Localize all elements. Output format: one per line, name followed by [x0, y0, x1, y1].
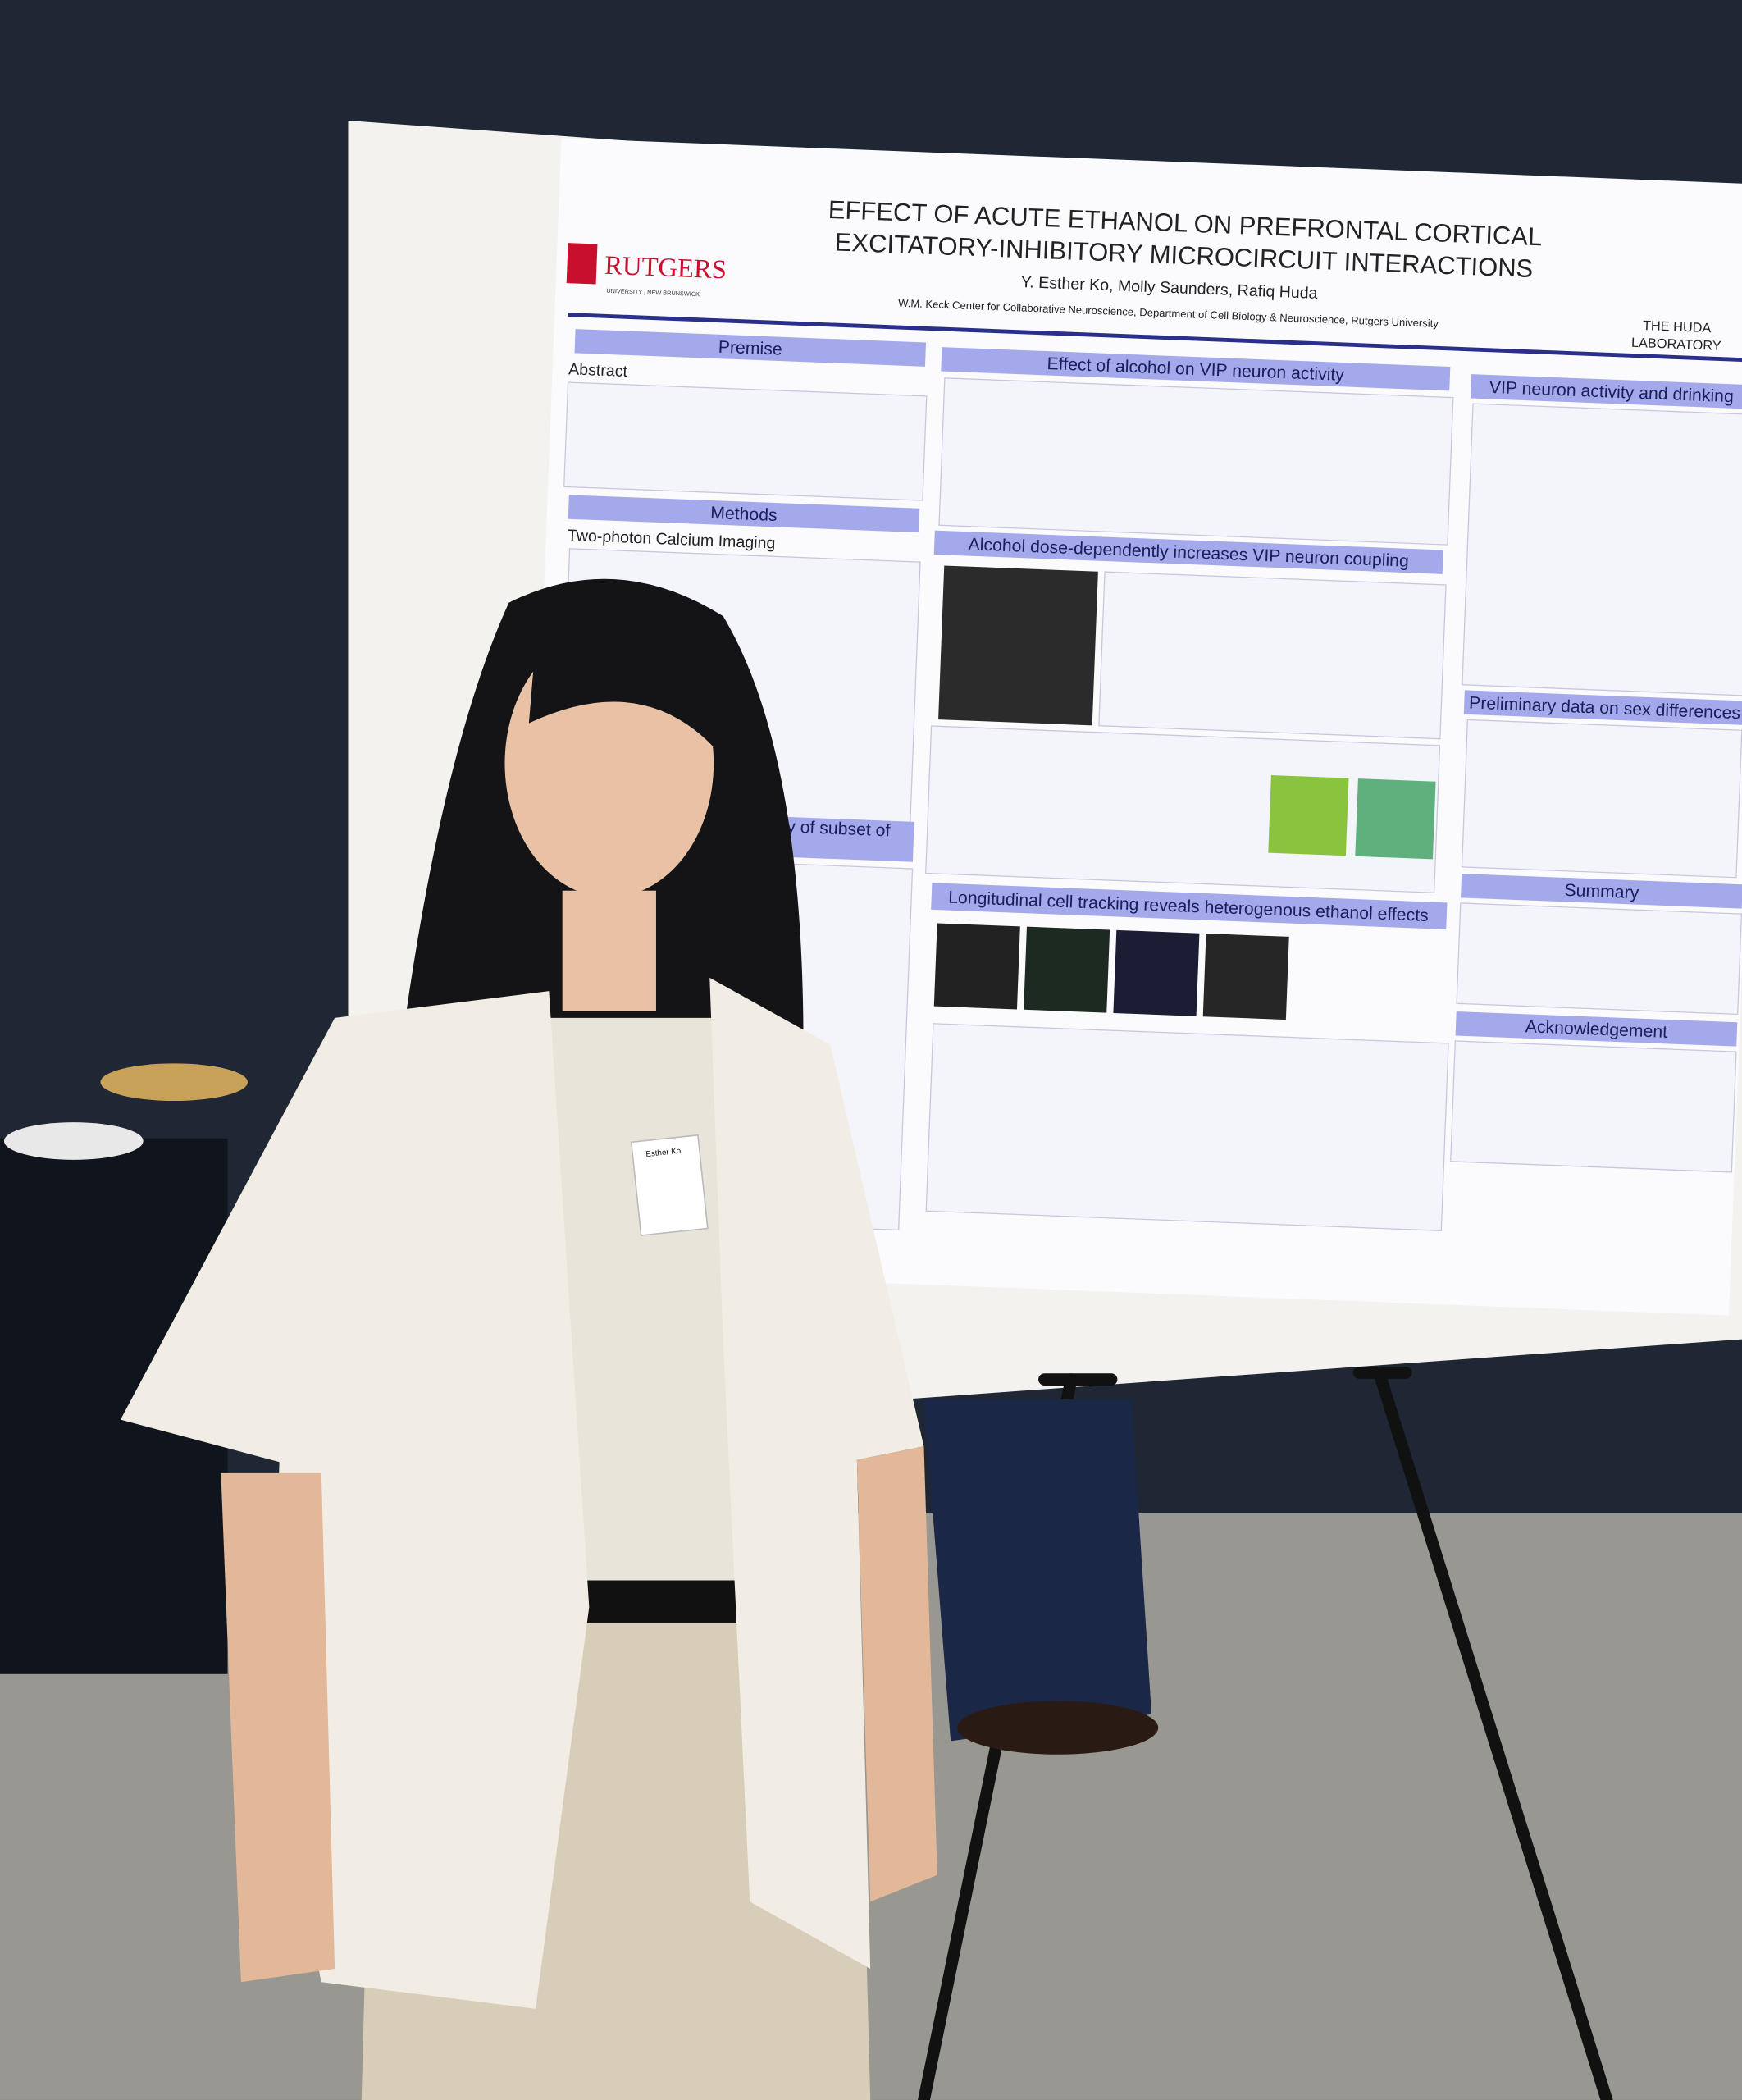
neck: [562, 890, 656, 1011]
drinking-figure: [1462, 403, 1742, 696]
lab: LABORATORY: [1631, 336, 1721, 354]
shoe: [957, 1701, 1159, 1755]
name-tag: [630, 1134, 709, 1236]
heatmap: [1355, 778, 1436, 860]
header: Summary: [1564, 881, 1639, 902]
logo-sub: UNIVERSITY | NEW BRUNSWICK: [606, 287, 700, 298]
header-bar: [1461, 874, 1742, 909]
lab: THE HUDA: [1643, 318, 1712, 336]
subheader: Abstract: [568, 360, 628, 381]
acknowledgement-text: [1450, 1040, 1737, 1173]
header-bar: [941, 347, 1451, 391]
abstract-text: [563, 381, 928, 501]
bangs: [528, 612, 717, 751]
header: Premise: [718, 338, 782, 359]
heatmap: [1268, 775, 1349, 856]
logo: RUTGERS: [604, 251, 727, 285]
cell-image: [933, 923, 1020, 1010]
longitudinal-figure: [925, 1023, 1449, 1232]
cell-image: [1202, 934, 1289, 1020]
rule: [568, 313, 1742, 363]
poster: RUTGERS UNIVERSITY | NEW BRUNSWICK EFFEC…: [518, 138, 1742, 1316]
plates: [3, 1122, 144, 1160]
jacket-left: [277, 991, 590, 2009]
header-bar: [1463, 690, 1742, 725]
cell-image: [1113, 929, 1200, 1016]
header-bar: [1471, 374, 1742, 409]
summary-text: [1456, 902, 1742, 1016]
header-bar: [931, 883, 1448, 929]
arm: [221, 1472, 335, 1983]
easel-leg: [1373, 1367, 1613, 2100]
sex-figure: [1461, 719, 1742, 879]
effect-figure: [938, 377, 1454, 546]
sleeve: [120, 1017, 335, 1473]
rutgers-shield: [566, 243, 598, 285]
coupling-figure: [1098, 571, 1447, 740]
person: Esther Ko: [120, 578, 937, 2100]
header-bar: [574, 329, 927, 367]
food: [100, 1063, 249, 1102]
name-tag-text: Esther Ko: [645, 1147, 682, 1159]
passerby: [923, 1399, 1152, 1742]
header-bar: [933, 530, 1443, 574]
header-bar: [568, 495, 920, 533]
cell-image: [1024, 926, 1110, 1013]
arm: [856, 1446, 937, 1902]
header-bar: [1455, 1011, 1738, 1047]
header: Methods: [710, 504, 778, 525]
jacket-right: [709, 977, 924, 1969]
micrograph: [938, 565, 1098, 726]
